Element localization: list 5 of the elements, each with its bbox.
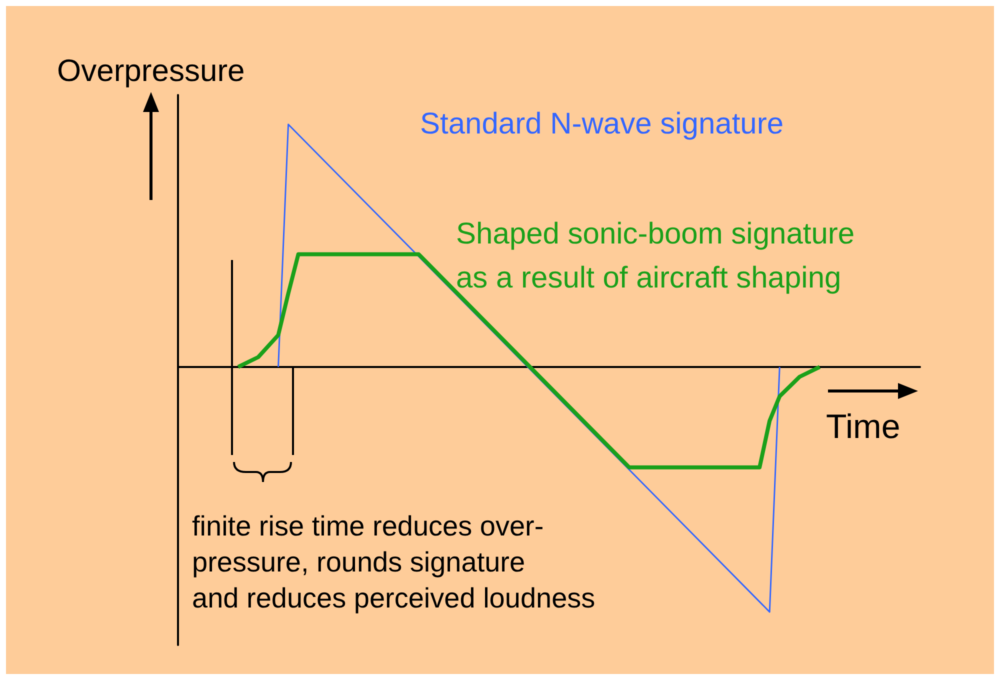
text: Standard N-wave signature (420, 108, 784, 140)
series-label: Shaped sonic-boom signature as a result of aircraft shaping (456, 218, 855, 294)
x-axis-title: Time (826, 408, 900, 446)
annotation: finite rise time reduces over- pressure, rounds signature and reduces perceived loudness (192, 510, 596, 614)
y-axis-title: Overpressure (57, 53, 245, 88)
